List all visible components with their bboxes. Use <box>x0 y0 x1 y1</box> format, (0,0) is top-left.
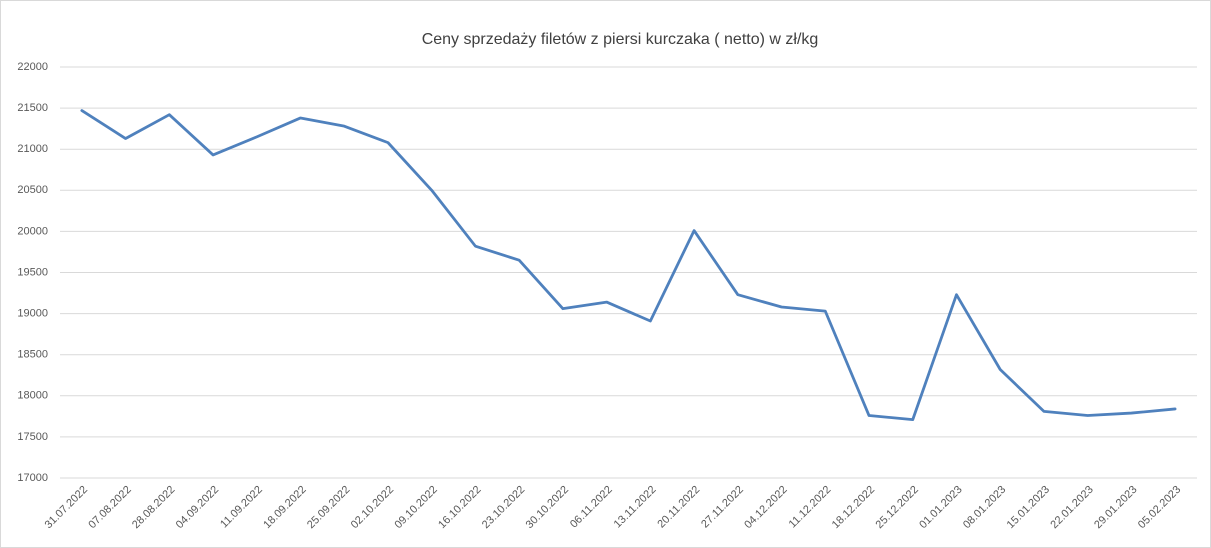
y-tick-label: 22000 <box>17 61 48 73</box>
y-tick-label: 21500 <box>17 102 48 114</box>
y-tick-label: 17500 <box>17 431 48 443</box>
y-tick-label: 17000 <box>17 472 48 484</box>
y-tick-label: 18500 <box>17 349 48 361</box>
y-tick-label: 21000 <box>17 143 48 155</box>
y-tick-label: 19500 <box>17 266 48 278</box>
y-tick-label: 20000 <box>17 225 48 237</box>
y-tick-label: 19000 <box>17 308 48 320</box>
chart-title: Ceny sprzedaży filetów z piersi kurczaka… <box>422 31 819 48</box>
y-tick-label: 18000 <box>17 390 48 402</box>
line <box>80 109 1177 422</box>
y-tick-label: 20500 <box>17 184 48 196</box>
